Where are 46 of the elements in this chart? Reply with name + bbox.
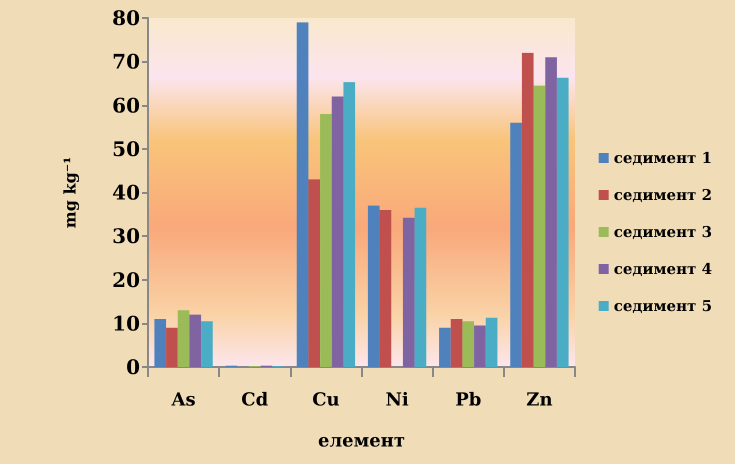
- bar: [402, 218, 415, 367]
- bar: [368, 206, 380, 367]
- x-tick-label: Cd: [241, 390, 269, 410]
- x-tick-label: Cu: [312, 390, 340, 410]
- bar: [450, 319, 462, 367]
- legend-label: седимент 4: [614, 260, 712, 278]
- bar: [462, 321, 474, 367]
- x-tick-label: Zn: [526, 390, 553, 410]
- y-axis-title: mg kg⁻¹: [60, 156, 80, 228]
- bar: [522, 52, 534, 367]
- legend-label: седимент 3: [614, 223, 712, 241]
- legend-label: седимент 2: [614, 186, 712, 204]
- x-tick-label: Ni: [385, 390, 409, 410]
- x-tick-label: As: [170, 390, 196, 410]
- bar: [556, 78, 569, 367]
- legend-label: седимент 1: [614, 149, 712, 167]
- y-tick-label: 70: [112, 50, 140, 74]
- bar: [343, 82, 356, 367]
- bar: [439, 328, 451, 367]
- y-tick-label: 50: [112, 136, 140, 161]
- bar: [474, 326, 486, 367]
- bar: [320, 114, 332, 367]
- y-tick-label: 20: [112, 268, 140, 292]
- bar: [166, 328, 178, 367]
- bar: [414, 208, 426, 367]
- y-tick-label: 40: [112, 180, 140, 204]
- y-tick-label: 60: [112, 93, 140, 118]
- bar: [154, 319, 166, 367]
- legend-label: седимент 5: [614, 297, 712, 315]
- bar: [178, 310, 190, 367]
- bar: [380, 210, 392, 367]
- bar: [296, 22, 308, 367]
- y-tick-label: 10: [112, 311, 140, 336]
- y-tick-label: 0: [126, 355, 140, 379]
- x-tick-label: Pb: [455, 390, 482, 410]
- x-axis-title: елемент: [318, 430, 406, 452]
- bar: [332, 96, 344, 367]
- bar: [189, 314, 202, 367]
- bar: [201, 321, 213, 367]
- bar: [534, 86, 546, 367]
- y-tick-label: 30: [112, 224, 140, 248]
- bar: [510, 122, 522, 367]
- bar: [308, 179, 320, 367]
- bar: [486, 318, 498, 367]
- bar: [545, 57, 557, 367]
- y-tick-label: 80: [112, 6, 140, 30]
